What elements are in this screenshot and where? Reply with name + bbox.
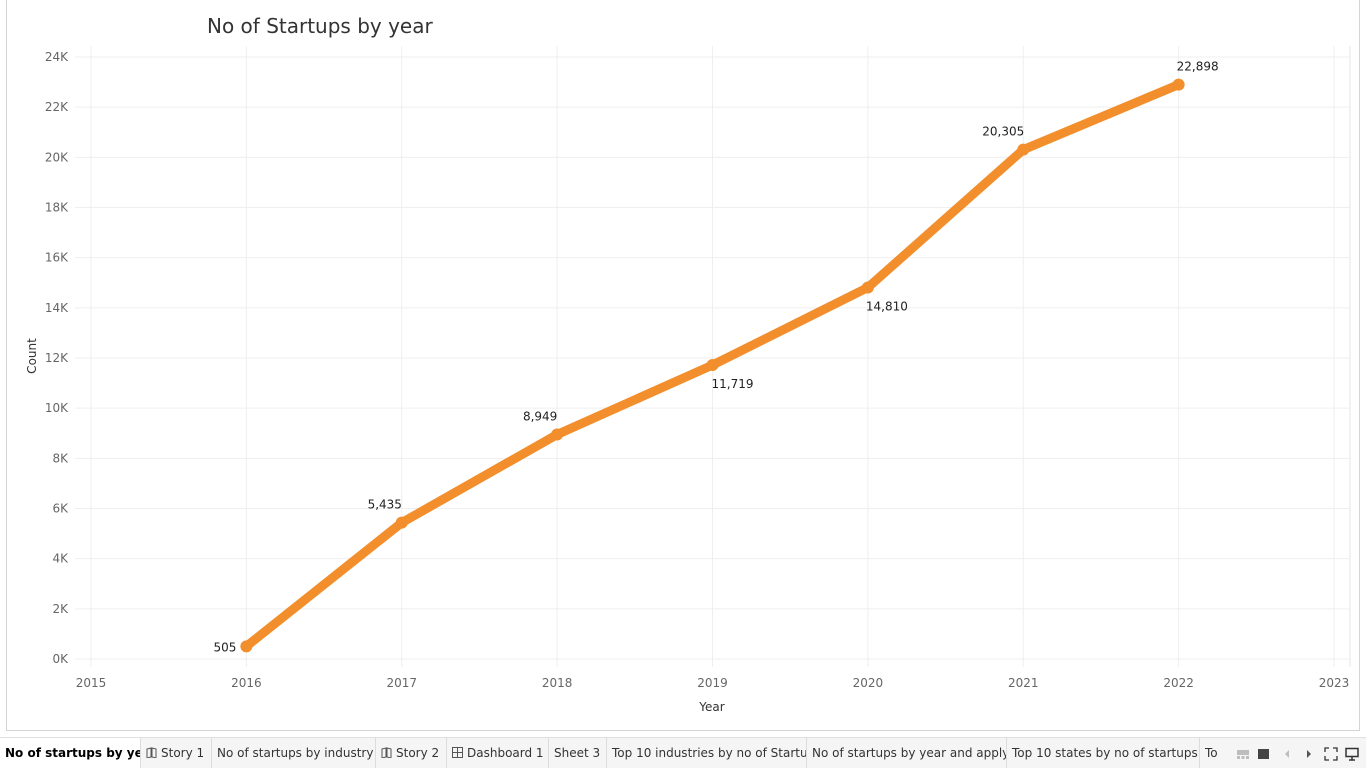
x-tick-label: 2023 [1319, 676, 1350, 690]
chart-title: No of Startups by year [207, 14, 433, 38]
data-label: 20,305 [982, 125, 1024, 139]
data-label: 5,435 [368, 498, 402, 512]
tab-label: No of startups by year and apply... [812, 746, 1007, 760]
data-point [551, 428, 564, 441]
data-label: 505 [213, 640, 236, 654]
x-tick-label: 2020 [853, 676, 884, 690]
tab-dashboard-1[interactable]: Dashboard 1 [447, 738, 549, 768]
y-tick-label: 20K [45, 150, 69, 164]
tab-story-1[interactable]: Story 1 [141, 738, 212, 768]
tabs-view-icon[interactable] [1257, 747, 1271, 761]
story-icon [381, 747, 392, 758]
data-label: 8,949 [523, 410, 557, 424]
y-tick-label: 14K [45, 301, 69, 315]
y-tick-label: 6K [52, 502, 69, 516]
next-tab-icon[interactable] [1302, 747, 1316, 761]
x-tick-label: 2015 [76, 676, 107, 690]
tab-sheet-3[interactable]: Sheet 3 [549, 738, 607, 768]
tab-label: Top 10 industries by no of Startu... [612, 746, 807, 760]
tab-truncated[interactable]: To [1200, 738, 1222, 768]
y-tick-label: 16K [45, 251, 69, 265]
previous-tab-icon[interactable] [1280, 747, 1294, 761]
line-chart: 0K 2K 4K 6K 8K 10K 12K 14K 16K 18K 20K 22K 24K 2015 20… [25, 46, 1351, 714]
data-point [706, 359, 719, 372]
tab-label: To [1205, 746, 1218, 760]
data-point [240, 640, 253, 653]
x-axis-title: Year [698, 700, 724, 714]
dashboard-icon [452, 747, 463, 758]
x-tick-label: 2022 [1163, 676, 1194, 690]
fullscreen-icon[interactable] [1324, 747, 1338, 761]
y-tick-label: 12K [45, 351, 69, 365]
y-tick-label: 2K [52, 602, 69, 616]
y-tick-label: 24K [45, 50, 69, 64]
x-tick-label: 2019 [697, 676, 728, 690]
y-tick-label: 22K [45, 100, 69, 114]
y-axis-title: Count [25, 338, 39, 374]
tab-story-2[interactable]: Story 2 [376, 738, 447, 768]
filmstrip-view-icon[interactable] [1236, 747, 1250, 761]
y-tick-label: 18K [45, 201, 69, 215]
tab-top-10-states[interactable]: Top 10 states by no of startups [1007, 738, 1200, 768]
data-point [861, 281, 874, 294]
y-tick-label: 4K [52, 552, 69, 566]
tab-label: Dashboard 1 [467, 746, 544, 760]
data-label: 22,898 [1177, 60, 1219, 74]
y-tick-label: 8K [52, 451, 69, 465]
tab-label: No of startups by industry [217, 746, 374, 760]
y-tick-label: 0K [52, 652, 69, 666]
tab-label: Top 10 states by no of startups [1012, 746, 1198, 760]
data-label: 14,810 [866, 300, 908, 314]
tab-label: Story 1 [161, 746, 205, 760]
data-point [1172, 78, 1185, 91]
tab-no-of-startups-by-year[interactable]: No of startups by year [0, 738, 141, 768]
data-point [1017, 143, 1030, 156]
x-tick-label: 2017 [386, 676, 417, 690]
tab-label: Story 2 [396, 746, 440, 760]
tab-label: Sheet 3 [554, 746, 601, 760]
tab-no-of-startups-by-industry[interactable]: No of startups by industry [212, 738, 376, 768]
y-tick-label: 10K [45, 401, 69, 415]
tab-top-10-industries[interactable]: Top 10 industries by no of Startu... [607, 738, 807, 768]
x-tick-label: 2018 [542, 676, 573, 690]
tab-label: No of startups by year [5, 746, 140, 760]
x-tick-label: 2021 [1008, 676, 1039, 690]
story-icon [146, 747, 157, 758]
data-point [395, 516, 408, 529]
x-tick-label: 2016 [231, 676, 262, 690]
tab-no-of-startups-by-year-and-apply[interactable]: No of startups by year and apply... [807, 738, 1007, 768]
sheet-tab-bar: No of startups by year Story 1 No of sta… [0, 737, 1366, 768]
data-label: 11,719 [712, 377, 754, 391]
presentation-mode-icon[interactable] [1345, 747, 1359, 761]
